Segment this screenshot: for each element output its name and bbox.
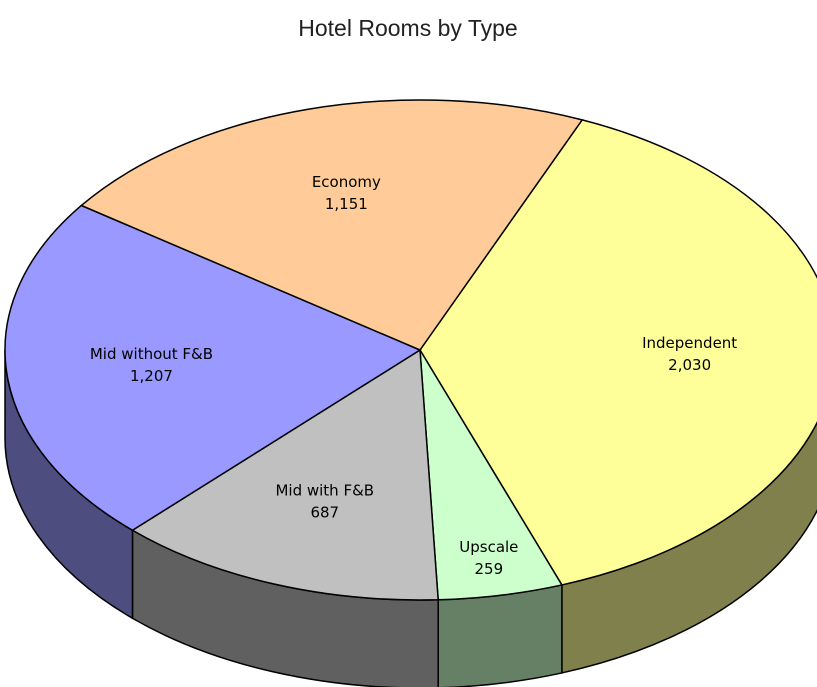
slice-value: 259 [475,560,504,578]
pie-slice [79,99,584,351]
pie-wall [437,584,563,687]
slice-value: 687 [310,504,339,522]
slice-label: Upscale [459,538,518,556]
chart-title: Hotel Rooms by Type [298,15,517,41]
slice-value: 2,030 [668,356,711,374]
slice-label: Economy [312,173,381,191]
pie-slice [419,119,817,586]
slice-value: 1,151 [325,195,368,213]
slice-value: 1,207 [130,367,173,385]
slice-label: Mid with F&B [275,482,374,500]
pie-slice [4,204,422,532]
slice-label: Independent [642,334,737,352]
slice-label: Mid without F&B [90,345,213,363]
pie-slice [131,348,439,601]
